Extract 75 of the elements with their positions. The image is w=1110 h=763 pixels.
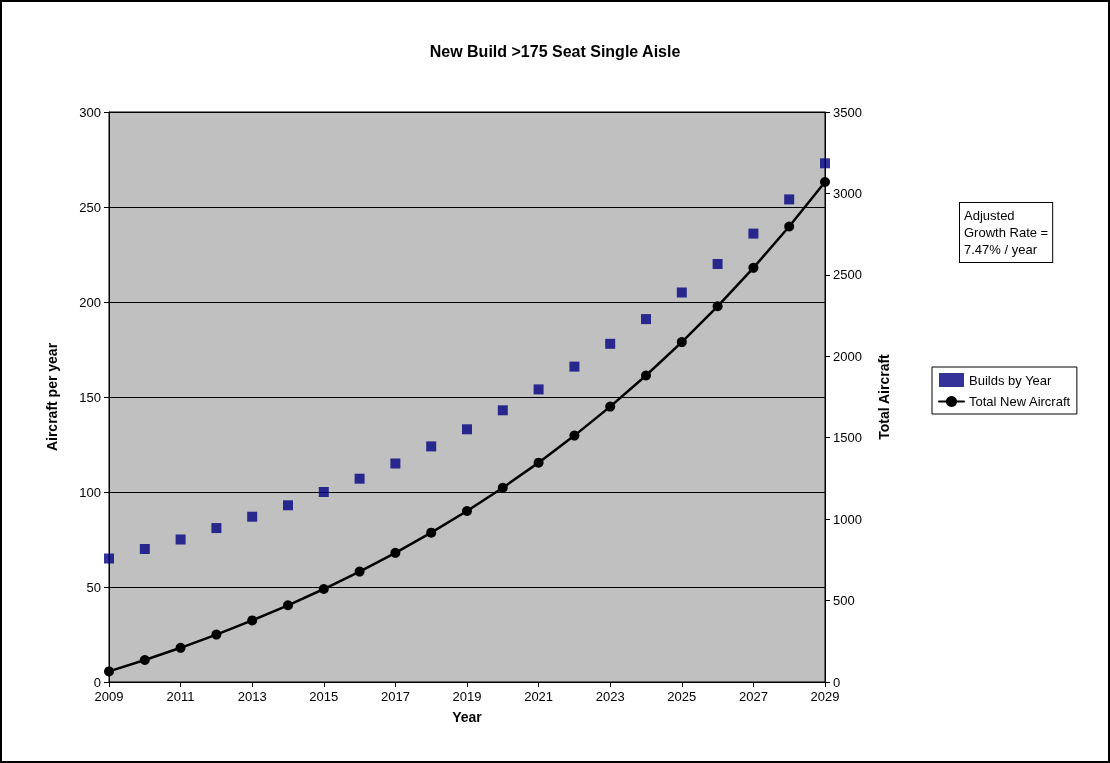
point — [533, 384, 544, 395]
x-axis-title: Year — [452, 709, 483, 725]
point — [676, 287, 687, 298]
point — [712, 301, 723, 312]
point — [104, 553, 114, 564]
point — [426, 527, 437, 538]
point — [211, 629, 222, 640]
y2-tick-label: 1000 — [833, 511, 862, 527]
legend-label: Total New Aircraft — [969, 394, 1071, 409]
x-tick-label: 2015 — [309, 689, 339, 704]
point — [605, 338, 616, 349]
y2-tick-label: 1500 — [833, 430, 862, 446]
x-tick-label: 2027 — [738, 689, 768, 704]
point — [175, 534, 186, 545]
point — [533, 457, 544, 468]
y-tick-label: 300 — [79, 104, 101, 120]
point — [676, 337, 687, 348]
text: Adjusted Growth Rate = 7.47% / year — [964, 208, 1049, 257]
point — [139, 655, 150, 666]
y2-tick-label: 2500 — [833, 267, 862, 283]
x-tick-label: 2023 — [595, 689, 625, 704]
y2-axis-title: Total Aircraft — [876, 353, 892, 440]
y-tick-label: 200 — [79, 294, 101, 310]
point — [318, 487, 329, 497]
point — [139, 544, 150, 554]
x-tick-label: 2017 — [380, 689, 410, 704]
point — [605, 401, 616, 412]
y2-tick-label: 2000 — [833, 348, 862, 364]
point — [569, 430, 580, 441]
point — [497, 405, 508, 416]
point — [247, 511, 258, 522]
point — [641, 370, 651, 381]
y2-tick-label: 3000 — [833, 185, 862, 201]
legend-label: Builds by Year — [969, 372, 1053, 388]
point — [748, 262, 759, 273]
point — [712, 259, 723, 269]
point — [247, 615, 258, 626]
point — [641, 314, 651, 325]
point — [748, 228, 759, 239]
point — [390, 458, 401, 469]
chart-title: New Build >175 Seat Single Aisle — [429, 42, 681, 60]
point — [462, 424, 472, 435]
point — [784, 194, 795, 205]
y2-tick-label: 3500 — [833, 104, 862, 120]
point — [175, 642, 186, 653]
point — [462, 506, 472, 516]
point — [318, 584, 329, 595]
x-tick-label: 2021 — [524, 689, 554, 704]
point — [104, 666, 114, 677]
point — [211, 523, 222, 534]
x-tick-label: 2029 — [810, 689, 840, 704]
y-tick-label: 100 — [79, 484, 101, 500]
x-tick-label: 2025 — [667, 689, 697, 704]
point — [784, 221, 795, 232]
point — [569, 361, 580, 372]
x-tick-label: 2011 — [166, 689, 195, 704]
y2-tick-label: 0 — [833, 674, 841, 690]
point — [354, 566, 365, 577]
point — [820, 177, 830, 188]
point — [820, 158, 830, 169]
y-tick-label: 50 — [86, 579, 101, 595]
x-tick-label: 2009 — [94, 689, 124, 704]
y-tick-label: 250 — [79, 199, 101, 215]
y-tick-label: 150 — [79, 389, 101, 405]
x-tick-label: 2019 — [452, 689, 482, 704]
point — [497, 482, 508, 493]
point — [354, 473, 365, 484]
point — [426, 441, 437, 452]
y2-tick-label: 500 — [833, 593, 855, 609]
y-tick-label: 0 — [93, 674, 101, 690]
point — [390, 547, 401, 558]
point — [283, 500, 293, 511]
y-axis-title: Aircraft per year — [44, 342, 60, 452]
x-tick-label: 2013 — [237, 689, 267, 704]
point — [283, 600, 293, 611]
